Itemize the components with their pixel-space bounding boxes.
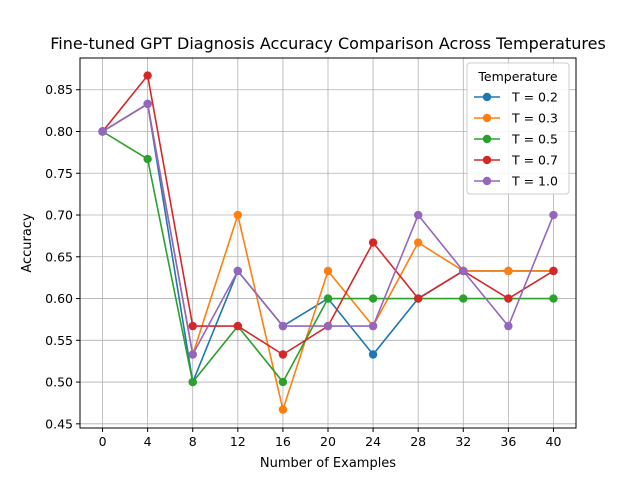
y-tick-label: 0.55	[45, 333, 73, 348]
legend-entry: T = 0.7	[474, 153, 558, 168]
data-point	[188, 350, 197, 359]
data-point	[549, 266, 558, 276]
x-tick-label: 16	[275, 434, 291, 449]
data-point	[549, 210, 558, 220]
y-tick-label: 0.50	[45, 375, 73, 390]
legend-marker	[482, 134, 492, 144]
x-axis-title: Number of Examples	[260, 456, 396, 471]
data-point	[549, 294, 558, 303]
data-point	[413, 238, 423, 247]
y-tick-label: 0.80	[45, 124, 73, 139]
x-tick-label: 4	[144, 434, 152, 449]
data-point	[188, 377, 197, 387]
y-tick-label: 0.75	[45, 166, 73, 181]
x-tick-label: 24	[365, 434, 381, 449]
data-point	[98, 127, 107, 136]
legend-entry: T = 1.0	[474, 174, 558, 189]
x-tick-label: 20	[320, 434, 336, 449]
legend-entry: T = 0.2	[474, 90, 558, 105]
x-tick-label: 40	[546, 434, 562, 449]
legend-entry: T = 0.3	[474, 111, 558, 126]
legend-marker	[482, 176, 492, 186]
data-point	[233, 210, 243, 220]
legend-box	[466, 62, 570, 195]
data-point	[504, 321, 513, 331]
y-tick-label: 0.65	[45, 249, 73, 264]
y-tick-label: 0.45	[45, 416, 73, 431]
x-tick-label: 12	[230, 434, 246, 449]
legend-label: T = 0.3	[511, 111, 558, 126]
data-point	[459, 266, 468, 276]
legend-marker	[482, 113, 492, 123]
y-tick-label: 0.70	[45, 208, 73, 223]
legend-marker	[482, 155, 492, 165]
data-point	[504, 294, 513, 303]
legend-label: T = 0.5	[511, 132, 558, 147]
data-point	[188, 321, 197, 331]
x-tick-label: 32	[455, 434, 471, 449]
legend-title: Temperature	[477, 69, 557, 84]
x-tick-label: 36	[500, 434, 516, 449]
chart-title: Fine-tuned GPT Diagnosis Accuracy Compar…	[50, 34, 606, 53]
data-point	[413, 210, 423, 220]
data-point	[368, 350, 378, 359]
data-point	[143, 99, 152, 109]
legend-label: T = 1.0	[511, 174, 558, 189]
x-tick-label: 28	[410, 434, 426, 449]
data-point	[143, 71, 152, 80]
series-group	[98, 71, 558, 414]
legend-marker	[482, 92, 492, 102]
axis-ticks: 0 4 8 12 16 20 24 28 32 36 40 0.45 0.50 0.55 0.60 0.65 0…	[45, 82, 561, 449]
data-point	[368, 238, 378, 247]
data-point	[278, 405, 288, 414]
x-tick-label: 0	[99, 434, 107, 449]
data-point	[459, 294, 468, 303]
data-point	[323, 294, 333, 303]
data-point	[323, 321, 333, 331]
y-axis-title: Accuracy	[20, 213, 35, 273]
legend: Temperature T = 0.2 T = 0.3 T = 0.5 T = 0.7…	[466, 62, 570, 195]
data-point	[278, 377, 288, 387]
data-point	[368, 294, 378, 303]
legend-entry: T = 0.5	[474, 132, 558, 147]
data-point	[233, 321, 243, 331]
y-tick-label: 0.60	[45, 291, 73, 306]
x-tick-label: 8	[189, 434, 197, 449]
data-point	[368, 321, 378, 331]
data-point	[143, 154, 152, 164]
data-point	[233, 266, 243, 276]
data-point	[504, 266, 513, 276]
legend-label: T = 0.2	[511, 90, 558, 105]
series-5	[98, 99, 558, 359]
legend-label: T = 0.7	[511, 153, 558, 168]
data-point	[413, 294, 423, 303]
data-point	[278, 321, 288, 331]
data-point	[323, 266, 333, 276]
y-tick-label: 0.85	[45, 82, 73, 97]
data-point	[278, 350, 288, 359]
